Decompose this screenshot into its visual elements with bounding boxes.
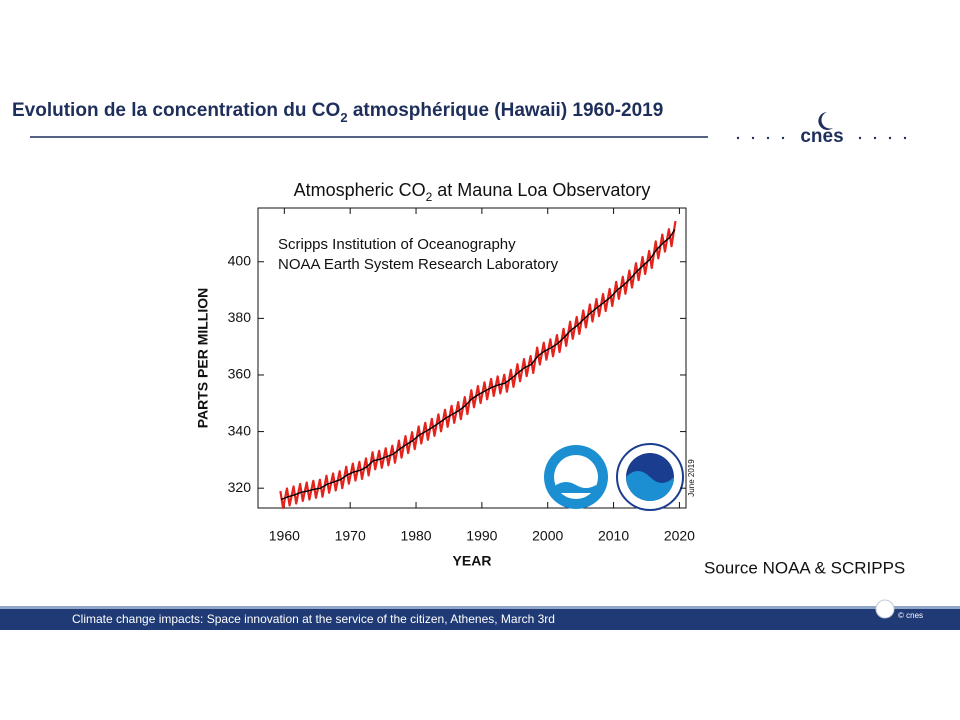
source: Source NOAA & SCRIPPS (704, 558, 905, 577)
footer-rule (0, 606, 960, 609)
x-tick-label: 2010 (598, 528, 629, 544)
y-tick-label: 320 (228, 479, 252, 495)
x-tick-label: 1980 (400, 528, 431, 544)
y-axis-label: PARTS PER MILLION (195, 288, 211, 429)
series-line (279, 220, 677, 510)
y-tick-label: 360 (228, 366, 252, 382)
footer-logo-mark (875, 599, 895, 619)
title-part: atmosphérique (Hawaii) 1960-2019 (348, 100, 664, 121)
plot-frame (257, 207, 687, 509)
noaa-wave (626, 471, 674, 501)
scripps-wave (556, 482, 596, 493)
y-tick-label: 380 (228, 309, 252, 325)
title-part: Evolution de la concentration du CO (12, 100, 340, 121)
logo-text: cnes (800, 126, 843, 147)
x-tick-label: 1990 (466, 528, 497, 544)
x-tick-label: 1970 (335, 528, 366, 544)
chart-title-part: Atmospheric CO (294, 180, 426, 200)
chart-title-sub: 2 (426, 190, 433, 204)
annotation: NOAA Earth System Research Laboratory (278, 256, 559, 273)
chart-title-part: at Mauna Loa Observatory (432, 180, 650, 200)
slide-title: Evolution de la concentration du CO2 atm… (12, 100, 663, 125)
logo-dots (736, 136, 907, 140)
y-tick-label: 400 (228, 252, 252, 268)
y-tick-label: 340 (228, 422, 252, 438)
x-tick-label: 2000 (532, 528, 563, 544)
x-tick-label: 2020 (664, 528, 695, 544)
annotation: Scripps Institution of Oceanography (278, 236, 516, 253)
title-sub: 2 (340, 110, 347, 125)
chart-title: Atmospheric CO2 at Mauna Loa Observatory (294, 180, 651, 204)
plot: 320 340 360 380 400 1960 1970 1980 1990 2000 2010 2… (228, 208, 695, 544)
x-axis-label: YEAR (453, 553, 492, 569)
series-line (280, 229, 676, 501)
logo-mark (818, 112, 833, 130)
footer-logo: © cnes (898, 611, 923, 620)
x-tick-label: 1960 (269, 528, 300, 544)
logos (544, 443, 684, 511)
annotation: June 2019 (687, 459, 696, 497)
footer-text: Climate change impacts: Space innovation… (72, 612, 555, 626)
footer-bar (0, 609, 960, 630)
